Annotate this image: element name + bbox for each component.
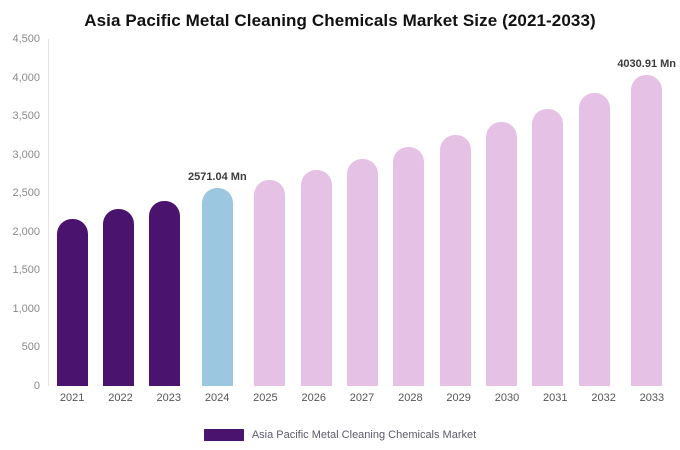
bar-2025 <box>254 180 286 386</box>
x-label-2025: 2025 <box>253 392 278 404</box>
x-label-2033: 2033 <box>639 392 665 404</box>
bar-2032 <box>578 92 610 386</box>
y-tick-label: 1,000 <box>12 302 40 315</box>
x-label-2021: 2021 <box>59 392 85 404</box>
bar-2023 <box>149 200 181 386</box>
bar-2033 <box>631 75 663 386</box>
bar-column-2022 <box>95 39 141 386</box>
bar-column-2031 <box>525 39 571 386</box>
x-axis: 2021 2022 2023 2024 2025 2026 2027 2028 2029 2030… <box>48 392 676 404</box>
plot-area: 2571.04 Mn 4030.91 Mn <box>48 39 676 386</box>
bar-2026 <box>300 170 332 386</box>
x-label-2023: 2023 <box>156 392 182 404</box>
y-tick-label: 3,500 <box>12 110 40 123</box>
x-label-2028: 2028 <box>398 392 423 404</box>
x-label-2024: 2024 <box>204 392 230 404</box>
bar-value-label-2024: 2571.04 Mn <box>187 170 247 183</box>
bar-2031 <box>532 109 564 386</box>
bar-2022 <box>102 209 134 386</box>
bar-2021 <box>56 218 88 386</box>
bar-column-2021 <box>49 39 95 386</box>
bar-column-2023 <box>142 39 188 386</box>
y-tick-label: 2,000 <box>12 225 40 238</box>
x-label-2026: 2026 <box>301 392 326 404</box>
x-label-2032: 2032 <box>591 392 616 404</box>
y-tick-label: 1,500 <box>12 264 40 277</box>
bar-column-2025 <box>247 39 293 386</box>
bar-column-2028 <box>386 39 432 386</box>
x-label-2027: 2027 <box>349 392 375 404</box>
bar-column-2024: 2571.04 Mn <box>188 39 247 386</box>
x-label-2022: 2022 <box>108 392 133 404</box>
chart-area: 0 500 1,000 1,500 2,000 2,500 3,000 3,500 4,000 4… <box>0 33 680 392</box>
y-tick-label: 4,500 <box>12 33 40 45</box>
bar-column-2033: 4030.91 Mn <box>617 39 676 386</box>
bar-column-2027 <box>339 39 385 386</box>
legend: Asia Pacific Metal Cleaning Chemicals Ma… <box>0 429 680 441</box>
x-label-2030: 2030 <box>494 392 520 404</box>
y-tick-label: 0 <box>33 380 40 392</box>
legend-swatch <box>203 429 244 441</box>
y-tick-label: 3,000 <box>12 148 40 161</box>
bar-value-label-2033: 4030.91 Mn <box>617 58 677 71</box>
y-tick-label: 2,500 <box>12 187 40 200</box>
bar-2024 <box>201 187 233 386</box>
y-tick-label: 4,000 <box>12 71 40 84</box>
x-label-2031: 2031 <box>543 392 568 404</box>
y-tick-label: 500 <box>21 341 40 354</box>
bar-2030 <box>485 122 517 386</box>
bar-2029 <box>439 134 471 386</box>
y-axis: 0 500 1,000 1,500 2,000 2,500 3,000 3,500 4,000 4… <box>0 33 40 392</box>
bar-2027 <box>347 158 378 386</box>
bar-column-2032 <box>571 39 617 386</box>
bar-2028 <box>393 146 425 386</box>
bar-column-2026 <box>293 39 339 386</box>
chart-title: Asia Pacific Metal Cleaning Chemicals Ma… <box>84 11 596 30</box>
x-label-2029: 2029 <box>446 392 471 404</box>
bar-column-2029 <box>432 39 478 386</box>
legend-label: Asia Pacific Metal Cleaning Chemicals Ma… <box>251 429 477 441</box>
bar-column-2030 <box>478 39 524 386</box>
